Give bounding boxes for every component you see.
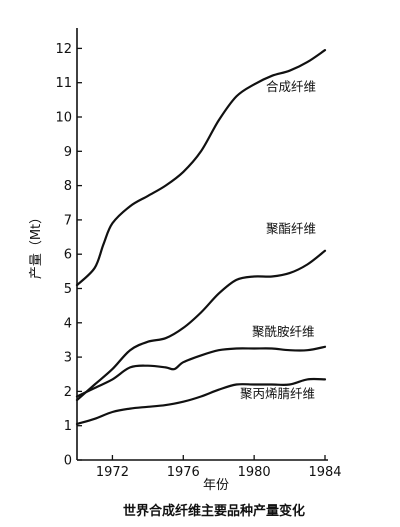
y-tick-label: 9 xyxy=(64,145,72,160)
series-line-synthetic-fiber xyxy=(75,49,327,287)
y-tick-label: 8 xyxy=(64,179,72,194)
y-tick-label: 10 xyxy=(55,111,72,126)
y-axis-title: 产量（Mt） xyxy=(29,211,44,279)
y-tick-label: 6 xyxy=(64,248,72,263)
y-tick-label: 0 xyxy=(64,454,72,469)
x-tick-label: 1972 xyxy=(96,465,129,480)
x-tick-label: 1980 xyxy=(238,465,271,480)
y-tick-label: 1 xyxy=(64,419,72,434)
y-tick-label: 11 xyxy=(55,76,72,91)
x-ticks: 1972 1976 1980 1984 xyxy=(96,455,342,480)
x-tick-label: 1984 xyxy=(308,465,341,480)
series-label: 聚丙烯腈纤维 xyxy=(240,386,315,401)
y-tick-label: 5 xyxy=(64,282,72,297)
x-axis-title: 年份 xyxy=(203,478,229,493)
y-tick-label: 12 xyxy=(55,42,72,57)
series-lines xyxy=(75,49,327,426)
series-label: 合成纤维 xyxy=(266,79,316,94)
series-line-polyester xyxy=(75,249,327,402)
series-label: 聚酰胺纤维 xyxy=(252,324,315,339)
series-line-polyacrylonitrile xyxy=(75,377,327,426)
y-tick-label: 4 xyxy=(64,316,72,331)
y-tick-label: 7 xyxy=(64,213,72,228)
axes xyxy=(76,28,328,461)
x-tick-label: 1976 xyxy=(167,465,200,480)
y-tick-label: 2 xyxy=(64,385,72,400)
chart-title: 世界合成纤维主要品种产量变化 xyxy=(123,503,305,519)
series-label: 聚酯纤维 xyxy=(266,221,316,236)
y-tick-label: 3 xyxy=(64,351,72,366)
series-line-polyamide xyxy=(75,345,327,398)
